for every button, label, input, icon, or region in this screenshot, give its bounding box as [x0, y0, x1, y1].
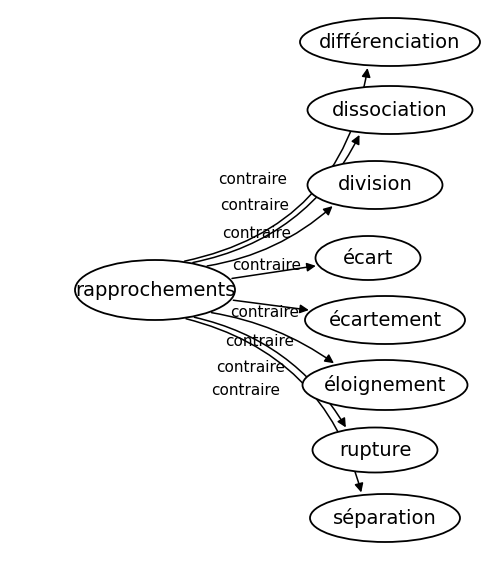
Text: contraire: contraire — [220, 198, 289, 213]
FancyArrowPatch shape — [194, 318, 344, 426]
Text: rupture: rupture — [338, 440, 410, 459]
Ellipse shape — [312, 427, 437, 472]
FancyArrowPatch shape — [231, 263, 314, 279]
Text: écart: écart — [342, 248, 392, 267]
FancyArrowPatch shape — [233, 300, 307, 312]
Ellipse shape — [315, 236, 420, 280]
Ellipse shape — [75, 260, 234, 320]
Text: dissociation: dissociation — [332, 101, 447, 119]
Text: contraire: contraire — [211, 382, 280, 397]
Ellipse shape — [307, 161, 441, 209]
FancyArrowPatch shape — [211, 312, 332, 362]
FancyArrowPatch shape — [207, 207, 331, 266]
Text: contraire: contraire — [216, 360, 285, 375]
Ellipse shape — [310, 494, 459, 542]
FancyArrowPatch shape — [184, 70, 369, 261]
Text: séparation: séparation — [333, 508, 436, 528]
FancyArrowPatch shape — [192, 136, 358, 262]
Ellipse shape — [300, 18, 479, 66]
Text: écartement: écartement — [328, 311, 441, 329]
Text: différenciation: différenciation — [319, 33, 460, 51]
Text: contraire: contraire — [225, 334, 294, 348]
Ellipse shape — [305, 296, 464, 344]
Text: division: division — [337, 176, 411, 194]
Text: contraire: contraire — [229, 305, 299, 320]
Text: éloignement: éloignement — [323, 375, 445, 395]
Text: contraire: contraire — [232, 258, 301, 272]
Ellipse shape — [307, 86, 471, 134]
Text: contraire: contraire — [221, 226, 291, 241]
Ellipse shape — [302, 360, 466, 410]
Text: contraire: contraire — [217, 172, 287, 186]
Text: rapprochements: rapprochements — [75, 280, 235, 300]
FancyArrowPatch shape — [186, 319, 362, 491]
